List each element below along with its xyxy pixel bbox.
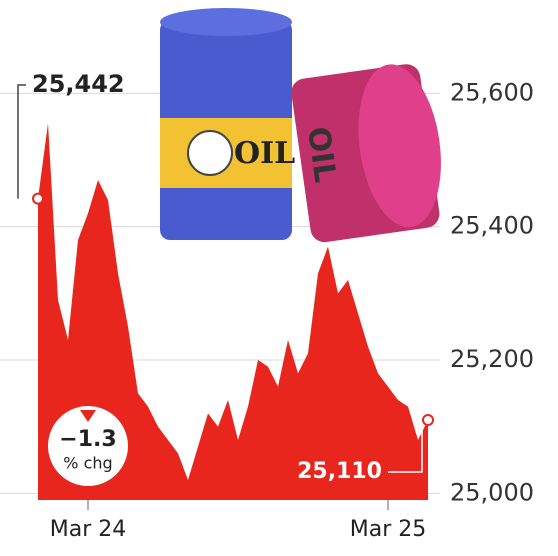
- y-tick-label: 25,000: [450, 478, 534, 506]
- oil-drop-icon: [188, 131, 232, 175]
- value-label: 25,442: [32, 70, 125, 98]
- y-tick-label: 25,600: [450, 78, 534, 106]
- blue-barrel-lid: [160, 8, 292, 36]
- barrel-label: OIL: [234, 136, 295, 171]
- point-marker: [423, 415, 433, 425]
- x-tick-label: Mar 24: [50, 517, 127, 542]
- leader-line: [18, 85, 26, 199]
- y-tick-label: 25,200: [450, 345, 534, 373]
- x-tick-label: Mar 25: [350, 517, 427, 542]
- chart: OIL OIL 25,000 25,200 25,400 25,600 Mar 24 Ma…: [0, 0, 558, 556]
- y-tick-label: 25,400: [450, 212, 534, 240]
- change-unit: % chg: [63, 454, 112, 473]
- change-value: −1.3: [59, 427, 116, 452]
- oil-barrels-illustration: OIL OIL: [160, 8, 451, 244]
- point-marker: [33, 194, 43, 204]
- value-label: 25,110: [297, 459, 382, 484]
